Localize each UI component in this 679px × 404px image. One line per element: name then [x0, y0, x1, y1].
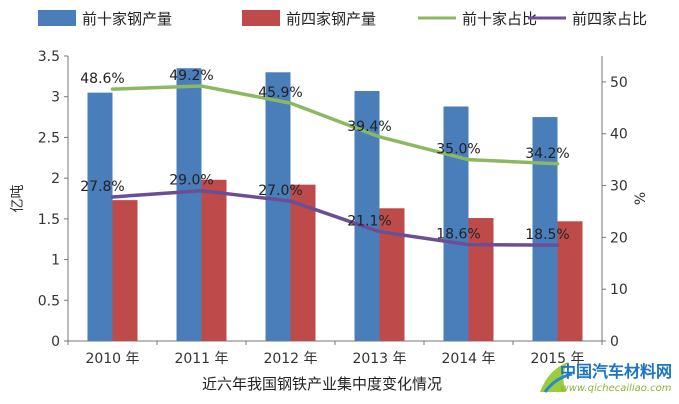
bar-前十家钢产量-1 — [176, 68, 202, 341]
left-tick-label: 1.5 — [38, 212, 60, 228]
data-label-前四家占比-4: 18.6% — [436, 227, 480, 243]
right-tick-label: 50 — [610, 75, 628, 91]
data-label-前十家占比-2: 45.9% — [258, 85, 302, 101]
data-label-前四家占比-1: 29.0% — [169, 173, 213, 189]
bar-前四家钢产量-4 — [468, 218, 494, 341]
line-前十家占比 — [110, 84, 560, 166]
watermark-url: www.qichecailiao.com — [561, 383, 672, 394]
bar-前十家钢产量-5 — [532, 117, 558, 341]
bars — [87, 68, 583, 342]
bar-前四家钢产量-0 — [112, 200, 138, 341]
right-tick-label: 30 — [610, 179, 628, 195]
data-label-前四家占比-5: 18.5% — [525, 227, 569, 243]
data-labels: 48.6% 49.2% 45.9% 39.4% 35.0% 34.2% 27.8% 29.0%… — [80, 68, 569, 243]
axes: 0 0.5 1 1.5 2 2.5 3 3.5 0 10 20 30 40 50 2010 年 2011 年 2… — [10, 49, 649, 367]
data-label-前十家占比-1: 49.2% — [169, 68, 213, 84]
legend-label-前十家钢产量: 前十家钢产量 — [82, 10, 172, 28]
bar-前十家钢产量-2 — [265, 72, 291, 342]
x-tick-label: 2011 年 — [174, 351, 228, 367]
data-label-前四家占比-2: 27.0% — [258, 183, 302, 199]
bar-前四家钢产量-2 — [290, 184, 316, 341]
data-label-前十家占比-3: 39.4% — [347, 119, 391, 135]
x-tick-label: 2012 年 — [263, 351, 317, 367]
legend-label-前十家占比: 前十家占比 — [462, 10, 537, 28]
watermark-swoosh-icon — [543, 372, 573, 393]
left-tick-label: 2 — [51, 171, 60, 187]
data-label-前四家占比-0: 27.8% — [80, 179, 124, 195]
legend-swatch-前四家钢产量 — [242, 10, 280, 26]
data-label-前十家占比-4: 35.0% — [436, 142, 480, 158]
data-label-前四家占比-3: 21.1% — [347, 214, 391, 230]
right-tick-label: 40 — [610, 127, 628, 143]
lines — [110, 84, 560, 247]
x-tick-label: 2010 年 — [85, 351, 139, 367]
y-axis-label: 亿吨 — [10, 185, 26, 213]
data-label-前十家占比-0: 48.6% — [80, 71, 124, 87]
bar-前十家钢产量-4 — [443, 106, 469, 341]
legend: 前十家钢产量 前四家钢产量 前十家占比 前四家占比 — [38, 10, 647, 28]
legend-label-前四家占比: 前四家占比 — [572, 10, 647, 28]
watermark: 中国汽车材料网 www.qichecailiao.com — [540, 362, 672, 394]
left-tick-label: 3 — [51, 90, 60, 106]
bar-前四家钢产量-3 — [379, 208, 405, 341]
left-tick-label: 1 — [51, 253, 60, 269]
left-tick-label: 3.5 — [38, 49, 60, 65]
right-tick-label: 20 — [610, 230, 628, 246]
bar-前四家钢产量-5 — [557, 221, 583, 341]
right-tick-label: 0 — [610, 334, 619, 350]
data-label-前十家占比-5: 34.2% — [525, 146, 569, 162]
left-tick-label: 2.5 — [38, 130, 60, 146]
bar-前十家钢产量-0 — [87, 92, 113, 342]
bar-前四家钢产量-1 — [201, 179, 227, 341]
right-tick-label: 10 — [610, 282, 628, 298]
y2-axis-label: % — [633, 192, 649, 205]
left-tick-label: 0.5 — [38, 293, 60, 309]
legend-swatch-前十家钢产量 — [38, 10, 76, 26]
left-tick-label: 0 — [51, 334, 60, 350]
watermark-leaf-icon — [540, 362, 568, 392]
line-前四家占比 — [110, 188, 560, 247]
x-tick-label: 2013 年 — [352, 351, 406, 367]
x-tick-label: 2015 年 — [530, 351, 584, 367]
legend-label-前四家钢产量: 前四家钢产量 — [286, 10, 376, 28]
watermark-text: 中国汽车材料网 — [560, 362, 672, 381]
x-tick-label: 2014 年 — [441, 351, 495, 367]
chart-title: 近六年我国钢铁产业集中度变化情况 — [202, 375, 442, 393]
